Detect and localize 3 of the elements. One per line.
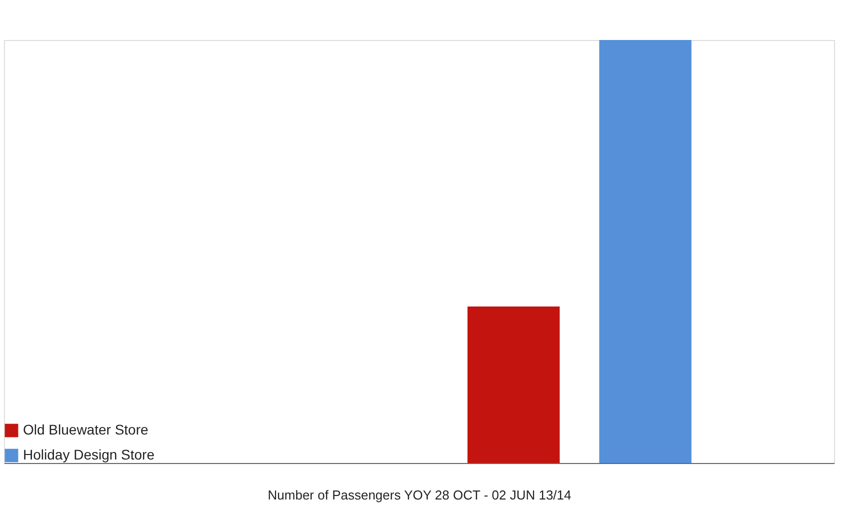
x-axis-title: Number of Passengers YOY 28 OCT - 02 JUN 13/14 (268, 488, 572, 502)
legend-label: Holiday Design Store (23, 446, 155, 462)
legend-label: Old Bluewater Store (23, 422, 148, 438)
